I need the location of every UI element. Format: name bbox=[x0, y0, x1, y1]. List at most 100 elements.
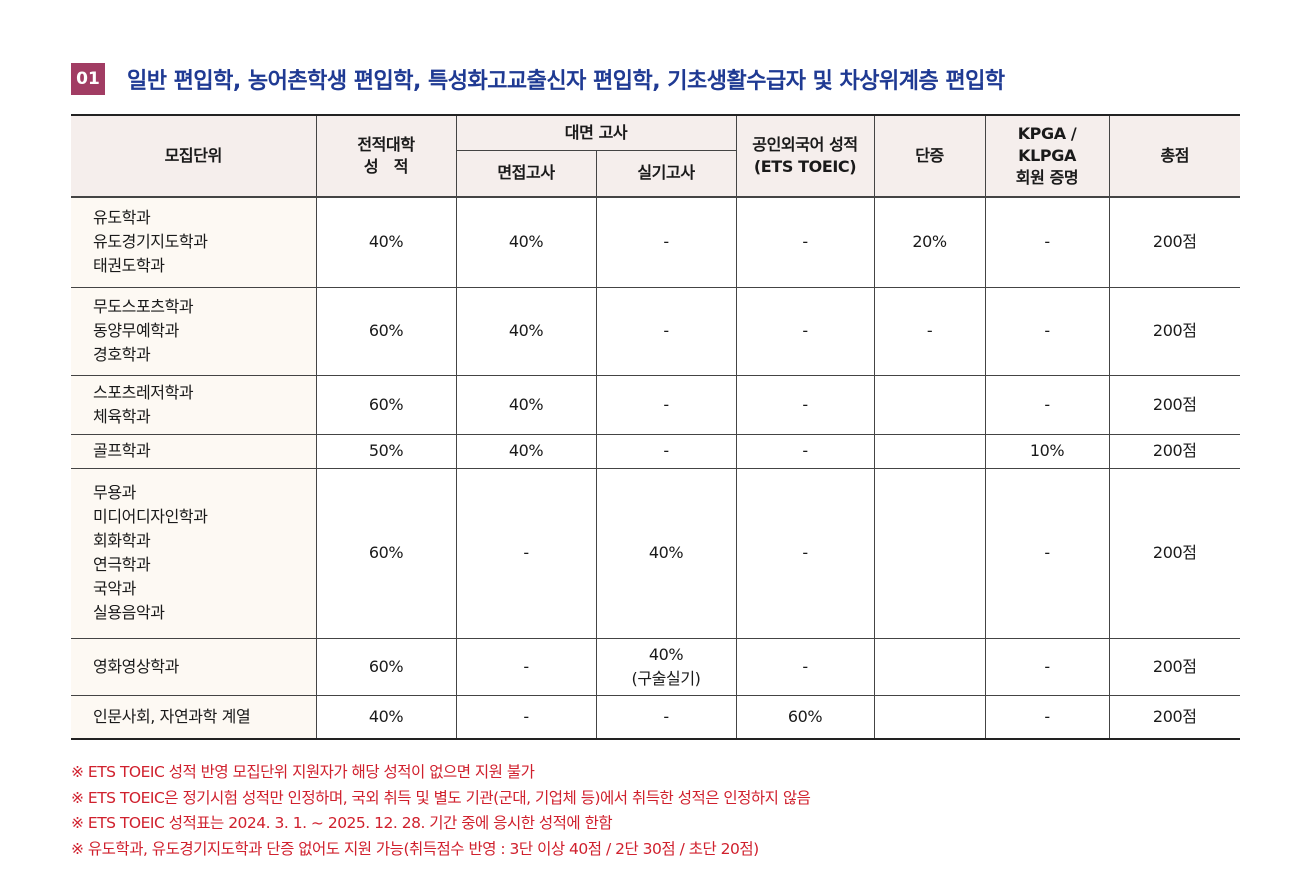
practical-note: (구술실기) bbox=[631, 668, 701, 688]
dept-name: 체육학과 bbox=[93, 406, 151, 426]
note-item: ※ ETS TOEIC은 정기시험 성적만 인정하며, 국외 취득 및 별도 기… bbox=[71, 788, 811, 807]
section-number-badge: 01 bbox=[71, 63, 105, 95]
dept-name: 동양무예학과 bbox=[93, 321, 179, 340]
total-cell: 200점 bbox=[1108, 286, 1241, 376]
dept-name: 회화학과 bbox=[93, 531, 151, 550]
practical-cell: - bbox=[595, 374, 737, 435]
table-row: 스포츠레저학과 체육학과 60% 40% - - - 200점 bbox=[71, 374, 1241, 435]
header-toeic-line2: (ETS TOEIC) bbox=[753, 157, 857, 176]
table-row: 무도스포츠학과 동양무예학과 경호학과 60% 40% - - - - 200점 bbox=[71, 286, 1241, 376]
dept-cell: 영화영상학과 bbox=[71, 637, 317, 696]
table-row: 유도학과 유도경기지도학과 태권도학과 40% 40% - - 20% - 20… bbox=[71, 196, 1241, 288]
total-cell: 200점 bbox=[1108, 196, 1241, 288]
table-row: 무용과 미디어디자인학과 회화학과 연극학과 국악과 실용음악과 60% - 4… bbox=[71, 467, 1241, 639]
practical-value: 40% bbox=[648, 644, 684, 664]
total-cell: 200점 bbox=[1108, 637, 1241, 696]
interview-cell: 40% bbox=[455, 374, 597, 435]
header-kpga: KPGA / KLPGA 회원 증명 bbox=[984, 114, 1110, 198]
header-practical: 실기고사 bbox=[595, 149, 737, 198]
practical-cell: 40% (구술실기) bbox=[595, 637, 737, 696]
note-item: ※ ETS TOEIC 성적표는 2024. 3. 1. ~ 2025. 12.… bbox=[71, 814, 613, 832]
header-unit: 모집단위 bbox=[71, 114, 317, 198]
practical-cell: - bbox=[595, 694, 737, 740]
toeic-cell: - bbox=[735, 374, 875, 435]
dan-cell bbox=[873, 637, 986, 696]
dept-cell: 무용과 미디어디자인학과 회화학과 연극학과 국악과 실용음악과 bbox=[71, 467, 317, 639]
interview-cell: 40% bbox=[455, 433, 597, 469]
dept-name: 연극학과 bbox=[93, 555, 151, 574]
interview-cell: - bbox=[455, 694, 597, 740]
interview-cell: 40% bbox=[455, 286, 597, 376]
kpga-cell: 10% bbox=[984, 433, 1110, 469]
header-interview-group: 대면 고사 bbox=[455, 114, 737, 151]
interview-cell: - bbox=[455, 467, 597, 639]
header-dan: 단증 bbox=[873, 114, 986, 198]
dept-name: 경호학과 bbox=[93, 345, 151, 364]
kpga-cell: - bbox=[984, 694, 1110, 740]
header-kpga-line3: 회원 증명 bbox=[1015, 168, 1079, 187]
dept-name: 유도학과 bbox=[93, 208, 151, 228]
practical-cell: - bbox=[595, 196, 737, 288]
grade-cell: 40% bbox=[315, 196, 457, 288]
grade-cell: 60% bbox=[315, 637, 457, 696]
note-item: ※ ETS TOEIC 성적 반영 모집단위 지원자가 해당 성적이 없으면 지… bbox=[71, 763, 535, 781]
header-interview: 면접고사 bbox=[456, 149, 597, 198]
total-cell: 200점 bbox=[1108, 467, 1241, 639]
notes-list: ※ ETS TOEIC 성적 반영 모집단위 지원자가 해당 성적이 없으면 지… bbox=[71, 760, 811, 862]
dept-name: 국악과 bbox=[93, 579, 136, 598]
dept-name: 무용과 bbox=[93, 483, 136, 502]
dept-cell: 무도스포츠학과 동양무예학과 경호학과 bbox=[71, 286, 317, 376]
dan-cell bbox=[873, 374, 986, 435]
toeic-cell: - bbox=[735, 286, 875, 376]
total-cell: 200점 bbox=[1108, 374, 1241, 435]
grade-cell: 60% bbox=[315, 286, 457, 376]
grade-cell: 50% bbox=[315, 433, 457, 469]
kpga-cell: - bbox=[984, 196, 1110, 288]
toeic-cell: - bbox=[735, 433, 875, 469]
toeic-cell: - bbox=[735, 637, 875, 696]
note-item: ※ 유도학과, 유도경기지도학과 단증 없어도 지원 가능(취득점수 반영 : … bbox=[71, 839, 759, 858]
dept-name: 무도스포츠학과 bbox=[93, 297, 194, 316]
header-grade: 전적대학 성 적 bbox=[315, 114, 457, 198]
dept-name: 유도경기지도학과 bbox=[93, 232, 208, 252]
toeic-cell: - bbox=[735, 467, 875, 639]
toeic-cell: - bbox=[735, 196, 875, 288]
grade-cell: 60% bbox=[315, 467, 457, 639]
dept-name: 실용음악과 bbox=[93, 603, 165, 622]
practical-cell: - bbox=[595, 433, 737, 469]
grade-cell: 40% bbox=[315, 694, 457, 740]
practical-cell: 40% bbox=[595, 467, 737, 639]
interview-cell: - bbox=[455, 637, 597, 696]
dept-name: 영화영상학과 bbox=[93, 656, 179, 676]
dan-cell: 20% bbox=[873, 196, 986, 288]
practical-cell: - bbox=[595, 286, 737, 376]
dan-cell bbox=[873, 433, 986, 469]
dan-cell bbox=[873, 694, 986, 740]
total-cell: 200점 bbox=[1108, 694, 1241, 740]
dan-cell bbox=[873, 467, 986, 639]
kpga-cell: - bbox=[984, 467, 1110, 639]
header-toeic: 공인외국어 성적 (ETS TOEIC) bbox=[735, 114, 875, 198]
dan-cell: - bbox=[873, 286, 986, 376]
kpga-cell: - bbox=[984, 374, 1110, 435]
dept-cell: 유도학과 유도경기지도학과 태권도학과 bbox=[71, 196, 317, 288]
dept-name: 인문사회, 자연과학 계열 bbox=[93, 706, 251, 726]
header-total: 총점 bbox=[1108, 114, 1241, 198]
interview-cell: 40% bbox=[455, 196, 597, 288]
section-heading: 01 일반 편입학, 농어촌학생 편입학, 특성화고교출신자 편입학, 기초생활… bbox=[71, 62, 1005, 96]
header-toeic-line1: 공인외국어 성적 bbox=[752, 135, 858, 154]
grade-cell: 60% bbox=[315, 374, 457, 435]
dept-name: 골프학과 bbox=[93, 441, 151, 460]
table-row: 인문사회, 자연과학 계열 40% - - 60% - 200점 bbox=[71, 694, 1241, 740]
table-row: 영화영상학과 60% - 40% (구술실기) - - 200점 bbox=[71, 637, 1241, 696]
dept-name: 스포츠레저학과 bbox=[93, 382, 194, 402]
header-kpga-line2: KLPGA bbox=[1018, 146, 1076, 165]
toeic-cell: 60% bbox=[735, 694, 875, 740]
kpga-cell: - bbox=[984, 637, 1110, 696]
header-grade-line1: 전적대학 bbox=[357, 135, 415, 154]
header-kpga-line1: KPGA / bbox=[1017, 124, 1077, 143]
dept-name: 미디어디자인학과 bbox=[93, 507, 208, 526]
dept-cell: 스포츠레저학과 체육학과 bbox=[71, 374, 317, 435]
kpga-cell: - bbox=[984, 286, 1110, 376]
section-title: 일반 편입학, 농어촌학생 편입학, 특성화고교출신자 편입학, 기초생활수급자… bbox=[127, 69, 1005, 94]
